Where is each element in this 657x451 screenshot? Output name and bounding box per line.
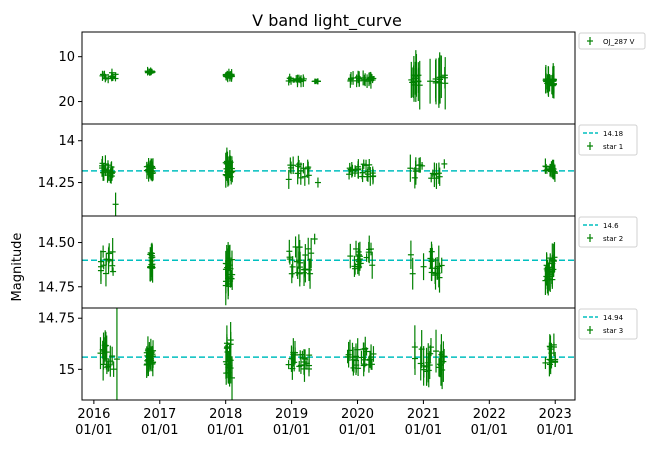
panel-frame — [81, 215, 576, 309]
panel-frame — [81, 31, 576, 125]
x-tick-label-year: 2017 — [143, 407, 176, 422]
y-tick-label: 14 — [58, 134, 75, 149]
legend: 14.94 star 3 — [578, 308, 638, 340]
legend-box — [578, 216, 638, 248]
x-axis: 201601/01201701/01201801/01201901/012020… — [75, 400, 574, 438]
x-tick-label-year: 2016 — [77, 407, 110, 422]
x-tick-label-year: 2020 — [341, 407, 374, 422]
y-tick-label: 14.75 — [38, 312, 75, 327]
x-tick-label-date: 01/01 — [536, 423, 573, 438]
plot-area — [99, 50, 557, 110]
x-tick-label-date: 01/01 — [273, 423, 310, 438]
y-tick-label: 15 — [58, 363, 75, 378]
plot-area — [82, 147, 575, 216]
legend-reference-label: 14.6 — [603, 222, 619, 230]
plot-area — [82, 308, 575, 400]
y-tick-label: 20 — [58, 95, 75, 110]
panels-group: 10 20 OJ_287 V 14 14.25 14.18 star 1 14.50 14.75… — [38, 31, 646, 401]
legend-box — [578, 32, 646, 50]
legend-reference-label: 14.18 — [603, 130, 623, 138]
x-tick-label-date: 01/01 — [471, 423, 508, 438]
x-tick-label-year: 2021 — [407, 407, 440, 422]
x-tick-label-date: 01/01 — [75, 423, 112, 438]
legend-box — [578, 308, 638, 340]
x-tick-label-date: 01/01 — [141, 423, 178, 438]
legend-reference-label: 14.94 — [603, 314, 624, 322]
legend: 14.6 star 2 — [578, 216, 638, 248]
y-tick-label: 14.75 — [38, 280, 75, 295]
panel-4: 14.75 15 14.94 star 3 — [38, 307, 638, 401]
legend-series-label: star 1 — [603, 143, 623, 151]
x-tick-label-date: 01/01 — [405, 423, 442, 438]
legend: 14.18 star 1 — [578, 124, 638, 156]
panel-frame — [81, 123, 576, 217]
panel-3: 14.50 14.75 14.6 star 2 — [38, 215, 638, 309]
legend-series-label: star 3 — [603, 327, 623, 335]
legend-box — [578, 124, 638, 156]
legend: OJ_287 V — [578, 32, 646, 50]
panel-frame — [81, 307, 576, 401]
y-tick-label: 10 — [58, 50, 75, 65]
y-tick-label: 14.25 — [38, 176, 75, 191]
x-tick-label-date: 01/01 — [339, 423, 376, 438]
x-tick-label-year: 2019 — [275, 407, 308, 422]
x-tick-label-year: 2023 — [539, 407, 572, 422]
y-tick-label: 14.50 — [38, 236, 75, 251]
panel-1: 10 20 OJ_287 V — [58, 31, 646, 125]
x-tick-label-year: 2018 — [209, 407, 242, 422]
legend-series-label: OJ_287 V — [603, 38, 635, 46]
y-axis-label: Magnitude — [10, 233, 25, 302]
panel-2: 14 14.25 14.18 star 1 — [38, 123, 638, 217]
x-tick-label-year: 2022 — [473, 407, 506, 422]
x-tick-label-date: 01/01 — [207, 423, 244, 438]
plot-area — [82, 233, 575, 306]
figure-title: V band light_curve — [252, 11, 402, 31]
legend-series-label: star 2 — [603, 235, 623, 243]
